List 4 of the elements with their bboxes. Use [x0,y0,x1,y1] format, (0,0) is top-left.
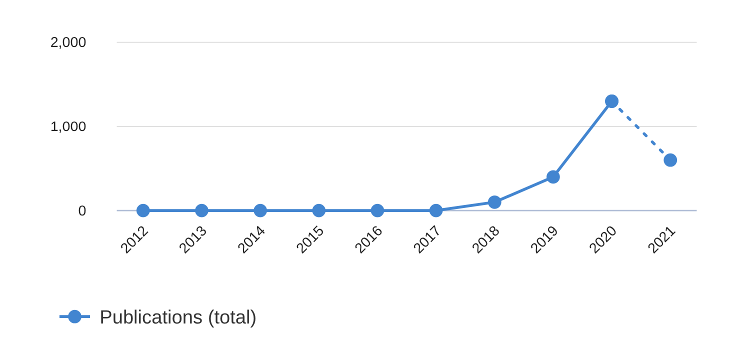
legend-label: Publications (total) [100,307,257,328]
y-tick-label: 1,000 [50,119,86,136]
y-tick-label: 0 [78,203,86,220]
y-tick-label: 2,000 [50,35,86,52]
